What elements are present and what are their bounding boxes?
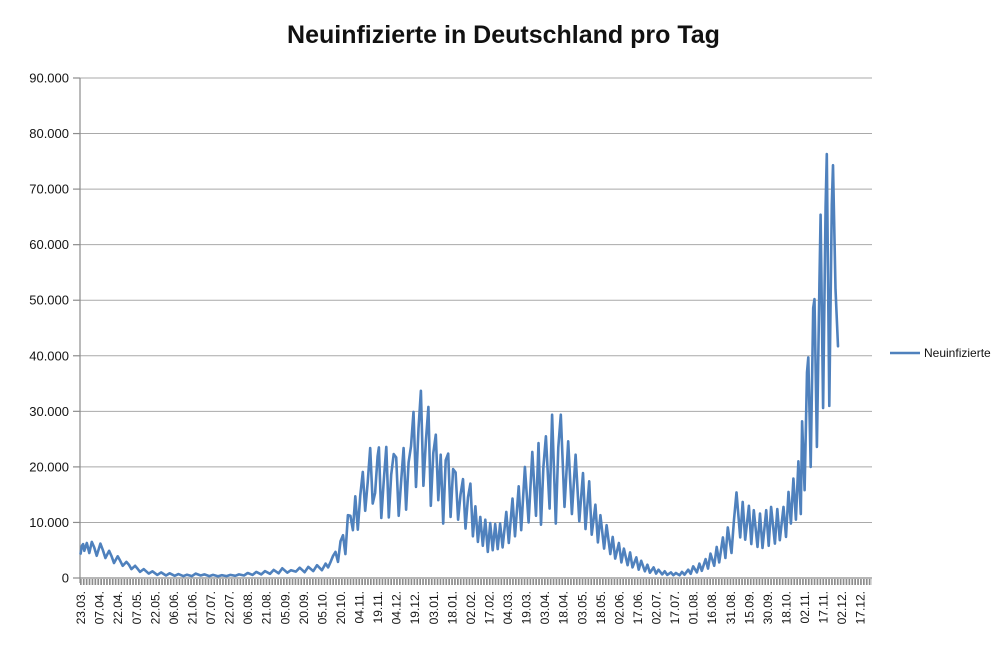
x-tick-label: 19.12. xyxy=(408,591,422,624)
x-tick-label: 02.06. xyxy=(612,591,626,624)
x-tick-label: 21.06. xyxy=(185,591,199,624)
legend-line-swatch xyxy=(890,351,920,355)
x-tick-label: 19.11. xyxy=(371,591,385,623)
x-tick-label: 04.12. xyxy=(390,591,404,624)
y-tick-label: 80.000 xyxy=(29,126,69,141)
x-tick-label: 06.08. xyxy=(241,591,255,624)
x-tick-label: 05.10. xyxy=(315,591,329,624)
x-tick-label: 02.02. xyxy=(464,591,478,624)
y-tick-label: 90.000 xyxy=(29,71,69,86)
y-tick-label: 60.000 xyxy=(29,237,69,252)
x-tick-label: 01.08. xyxy=(687,591,701,624)
x-tick-label: 03.01. xyxy=(427,591,441,624)
x-tick-label: 07.05. xyxy=(130,591,144,624)
x-tick-label: 06.06. xyxy=(167,591,181,624)
x-tick-label: 07.07. xyxy=(204,591,218,624)
x-tick-label: 17.11. xyxy=(817,591,831,623)
x-tick-label: 18.01. xyxy=(445,591,459,624)
x-tick-label: 03.04. xyxy=(538,591,552,624)
chart-title: Neuinfizierte in Deutschland pro Tag xyxy=(287,21,720,49)
x-tick-label: 17.02. xyxy=(482,591,496,624)
series-line xyxy=(79,152,840,578)
x-tick-label: 17.07. xyxy=(668,591,682,624)
x-tick-label: 02.12. xyxy=(835,591,849,624)
y-tick-label: 20.000 xyxy=(29,459,69,474)
x-tick-label: 22.05. xyxy=(148,591,162,624)
y-tick-label: 70.000 xyxy=(29,182,69,197)
y-tick-label: 10.000 xyxy=(29,515,69,530)
x-tick-label: 30.09. xyxy=(761,591,775,624)
x-tick-label: 19.03. xyxy=(520,591,534,624)
x-tick-label: 18.05. xyxy=(594,591,608,624)
x-tick-label: 31.08. xyxy=(724,591,738,624)
x-tick-label: 22.07. xyxy=(223,591,237,624)
x-tick-label: 16.08. xyxy=(705,591,719,624)
x-tick-label: 17.06. xyxy=(631,591,645,624)
y-tick-label: 50.000 xyxy=(29,293,69,308)
legend: Neuinfizierte xyxy=(889,344,991,362)
x-tick-label: 22.04. xyxy=(111,591,125,624)
y-tick-label: 40.000 xyxy=(29,348,69,363)
x-tick-label: 02.07. xyxy=(650,591,664,624)
x-tick-label: 21.08. xyxy=(260,591,274,624)
x-tick-label: 18.04. xyxy=(557,591,571,624)
x-tick-label: 15.09. xyxy=(742,591,756,624)
x-tick-label: 02.11. xyxy=(798,591,812,623)
x-tick-label: 18.10. xyxy=(779,591,793,624)
x-tick-label: 04.03. xyxy=(501,591,515,624)
x-tick-label: 23.03. xyxy=(74,591,88,624)
x-tick-label: 05.09. xyxy=(278,591,292,624)
x-tick-label: 03.05. xyxy=(575,591,589,624)
y-tick-label: 30.000 xyxy=(29,404,69,419)
x-tick-label: 20.10. xyxy=(334,591,348,624)
x-tick-label: 17.12. xyxy=(854,591,868,624)
y-tick-label: 0 xyxy=(62,571,69,586)
x-tick-label: 04.11. xyxy=(353,591,367,623)
legend-label: Neuinfizierte xyxy=(924,346,991,360)
x-tick-label: 07.04. xyxy=(93,591,107,624)
x-tick-label: 20.09. xyxy=(297,591,311,624)
